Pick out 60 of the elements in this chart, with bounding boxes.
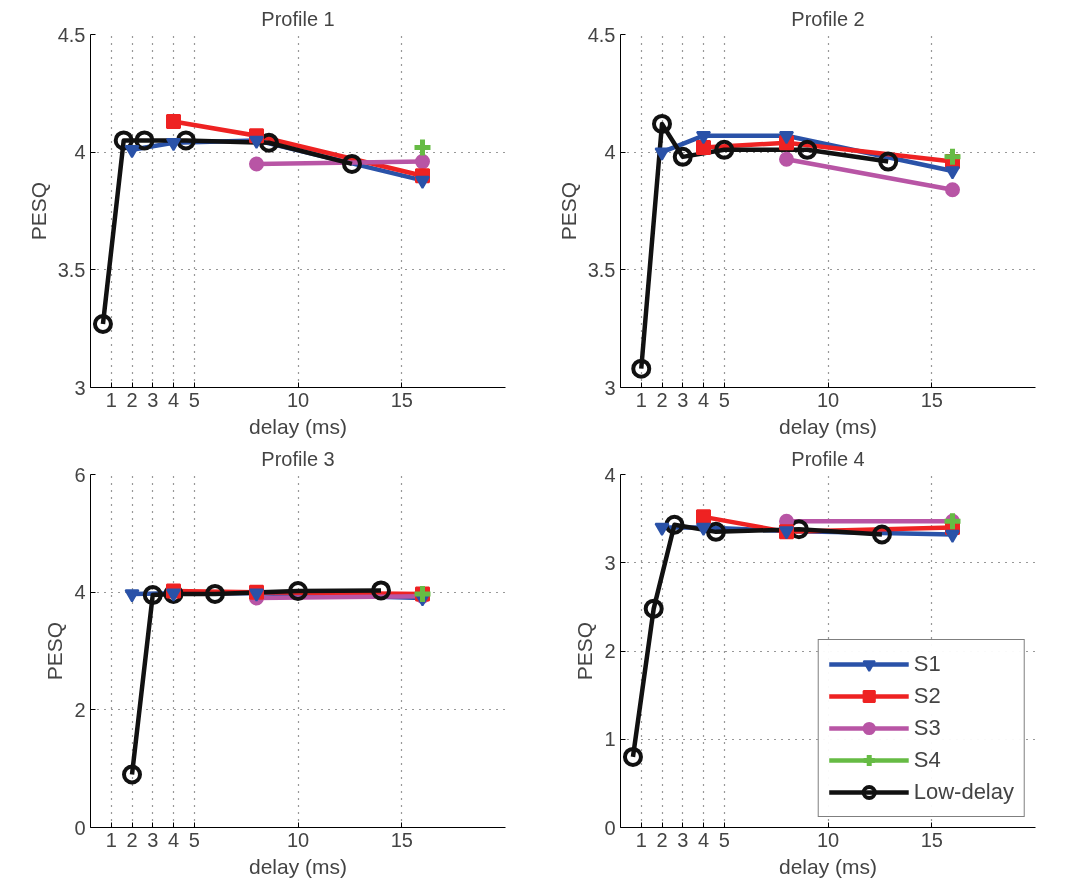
x-tick-label: 15 (390, 388, 413, 411)
x-tick-label: 10 (816, 828, 840, 851)
x-tick-label: 10 (286, 828, 310, 851)
y-tick-label: 2 (604, 640, 616, 662)
x-tick-label: 4 (697, 388, 710, 411)
x-tick-label: 3 (147, 828, 159, 851)
x-tick-label: 2 (126, 828, 138, 851)
chart-title: Profile 3 (261, 447, 335, 470)
x-tick-label: 1 (105, 388, 117, 411)
x-tick-label: 4 (167, 828, 180, 851)
y-axis-title: PESQ (26, 181, 50, 241)
legend-label: S3 (913, 715, 941, 741)
x-axis-title: delay (ms) (248, 414, 348, 438)
x-tick-label: 5 (188, 828, 200, 851)
y-tick-label: 4.5 (57, 23, 86, 46)
chart-title: Profile 4 (791, 447, 865, 470)
legend-label: S2 (913, 683, 941, 709)
x-tick-label: 10 (286, 388, 310, 411)
x-tick-label: 15 (390, 828, 413, 851)
y-tick-label: 3 (604, 551, 616, 574)
x-tick-label: 1 (635, 828, 647, 851)
x-tick-label: 4 (697, 828, 710, 851)
x-axis-title: delay (ms) (248, 854, 348, 878)
y-tick-label: 4 (74, 581, 86, 604)
x-tick-label: 15 (920, 388, 943, 411)
legend-label: Low-delay (913, 779, 1014, 805)
y-tick-label: 2 (74, 698, 86, 721)
y-tick-label: 4 (604, 141, 616, 164)
y-tick-label: 0 (74, 816, 86, 839)
x-tick-label: 3 (677, 828, 689, 851)
y-axis-title: PESQ (43, 621, 67, 681)
x-tick-label: 15 (920, 828, 943, 851)
legend-label: S4 (913, 747, 941, 773)
x-tick-label: 3 (677, 388, 689, 411)
x-tick-label: 5 (718, 828, 730, 851)
x-tick-label: 5 (718, 388, 730, 411)
x-tick-label: 4 (167, 388, 180, 411)
x-tick-label: 3 (147, 388, 159, 411)
x-tick-label: 1 (635, 388, 647, 411)
x-tick-label: 10 (816, 388, 840, 411)
y-tick-label: 0 (604, 816, 616, 839)
x-tick-label: 2 (656, 388, 668, 411)
chart-title: Profile 2 (791, 7, 865, 30)
x-tick-label: 2 (126, 388, 138, 411)
chart-title: Profile 1 (261, 7, 335, 30)
y-tick-label: 3.5 (587, 258, 616, 281)
y-axis-title: PESQ (573, 621, 597, 681)
x-tick-label: 2 (656, 828, 668, 851)
y-tick-label: 4 (74, 141, 86, 164)
y-tick-label: 1 (604, 728, 616, 751)
y-axis-title: PESQ (556, 181, 580, 241)
x-tick-label: 1 (105, 828, 117, 851)
legend-label: S1 (913, 651, 941, 677)
y-tick-label: 6 (74, 463, 86, 486)
x-tick-label: 5 (188, 388, 200, 411)
y-tick-label: 3.5 (57, 258, 86, 281)
y-tick-label: 4 (604, 463, 616, 486)
x-axis-title: delay (ms) (778, 854, 878, 878)
y-tick-label: 4.5 (587, 23, 616, 46)
x-axis-title: delay (ms) (778, 414, 878, 438)
